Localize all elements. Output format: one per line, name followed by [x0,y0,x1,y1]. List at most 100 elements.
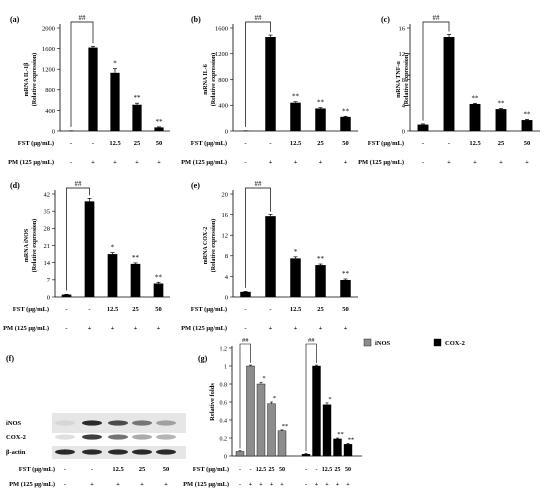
blot-band [132,449,152,455]
y-tick-label: 800 [218,77,228,84]
pm-value: + [344,159,348,166]
blot-band [156,420,176,426]
pm-value: - [239,482,241,488]
panel-label: (d) [10,181,20,190]
pm-value: + [134,325,138,332]
fst-value: - [92,140,94,147]
fst-row-label: FST (μg/mL) [368,140,404,147]
bar [315,108,326,131]
bar-inos [246,365,255,457]
y-axis-label-sub: (Relative expression) [210,53,217,106]
bar-inos [267,403,276,457]
bar [154,127,164,131]
significance-hash: ## [79,14,87,22]
fst-value: - [269,140,271,147]
fst-value: - [70,140,72,147]
significance-marker: ** [348,436,355,443]
y-tick-label: 42 [44,191,51,198]
bar-cox-2 [312,365,321,457]
bar-inos [277,430,287,457]
fst-value: 12.5 [256,467,267,473]
pm-row-label: PM (125 μg/mL) [3,325,49,332]
fst-value: 12.5 [112,466,124,473]
fst-value: 50 [524,140,531,147]
significance-marker: ** [342,270,350,278]
pm-value: + [447,159,451,166]
fst-row-label: FST (μg/mL) [19,466,55,473]
bar [265,37,276,132]
pm-value: - [65,325,67,332]
significance-marker: * [111,244,115,252]
significance-hash: ## [242,337,249,344]
pm-value: + [259,482,263,488]
fst-value: 50 [155,306,162,313]
fst-value: - [422,140,424,147]
fst-value: - [65,306,67,313]
bar [240,291,251,297]
y-tick-label: 1200 [42,67,55,74]
pm-value: + [113,159,117,166]
y-tick-label: 0.4 [220,418,228,424]
blot-band [82,449,102,455]
bar [443,37,455,132]
y-tick-label: 2000 [42,25,55,32]
bar [521,120,533,131]
significance-marker: * [113,60,117,68]
bar [290,102,301,131]
bar [469,103,481,131]
significance-marker: ** [292,93,300,101]
fst-row-label: FST (μg/mL) [18,140,54,147]
bar [110,72,120,131]
significance-bracket [305,343,317,452]
y-tick-label: 400 [45,108,55,115]
fst-value: 12.5 [469,140,481,147]
significance-bracket [70,21,94,127]
panel-label: (b) [191,15,201,24]
fst-value: - [448,140,450,147]
fst-value: 25 [317,140,324,147]
significance-marker: * [273,395,276,402]
y-tick-label: 7 [47,277,51,284]
y-tick-label: 0.8 [220,382,228,388]
pm-row-label: PM (125 μg/mL) [181,159,227,166]
significance-bracket [422,21,450,121]
blot-band [156,434,176,440]
y-axis-label: mRNA TNF-α [396,61,402,98]
pm-row-label: PM (125 μg/mL) [358,159,404,166]
y-axis-label: mRNA IL-6 [203,64,209,95]
y-tick-label: 28 [44,226,51,233]
significance-hash: ## [255,180,263,188]
pm-value: + [269,159,273,166]
significance-marker: * [294,248,298,256]
pm-value: + [140,481,144,488]
fst-row-label: FST (μg/mL) [191,140,227,147]
pm-value: + [499,159,503,166]
bar [107,254,118,297]
legend-swatch-inos [363,338,372,347]
fst-value: 50 [279,467,285,473]
y-tick-label: 0 [47,294,50,301]
bar [88,47,98,131]
fst-value: 25 [317,306,324,313]
pm-value: + [325,482,329,488]
bar-cox-2 [343,444,353,457]
significance-marker: ** [524,110,532,118]
blot-band [55,449,75,455]
y-tick-label: 12 [222,233,229,240]
fst-value: 25 [139,466,146,473]
y-axis-label: mRNA IL-1β [24,63,30,97]
pm-value: + [336,482,340,488]
pm-value: + [315,482,319,488]
bar-inos [256,383,266,457]
significance-marker: * [328,396,331,403]
y-axis-label-sub: (Relative expression) [210,219,217,272]
y-axis-label: Relative folds [209,383,216,421]
panel-label: (a) [10,15,20,24]
bar [495,109,507,131]
fst-value: 12.5 [290,140,302,147]
pm-value: + [91,159,95,166]
fst-value: 25 [269,467,275,473]
y-tick-label: 400 [218,103,228,110]
y-axis-label-sub: (Relative expression) [31,219,38,272]
